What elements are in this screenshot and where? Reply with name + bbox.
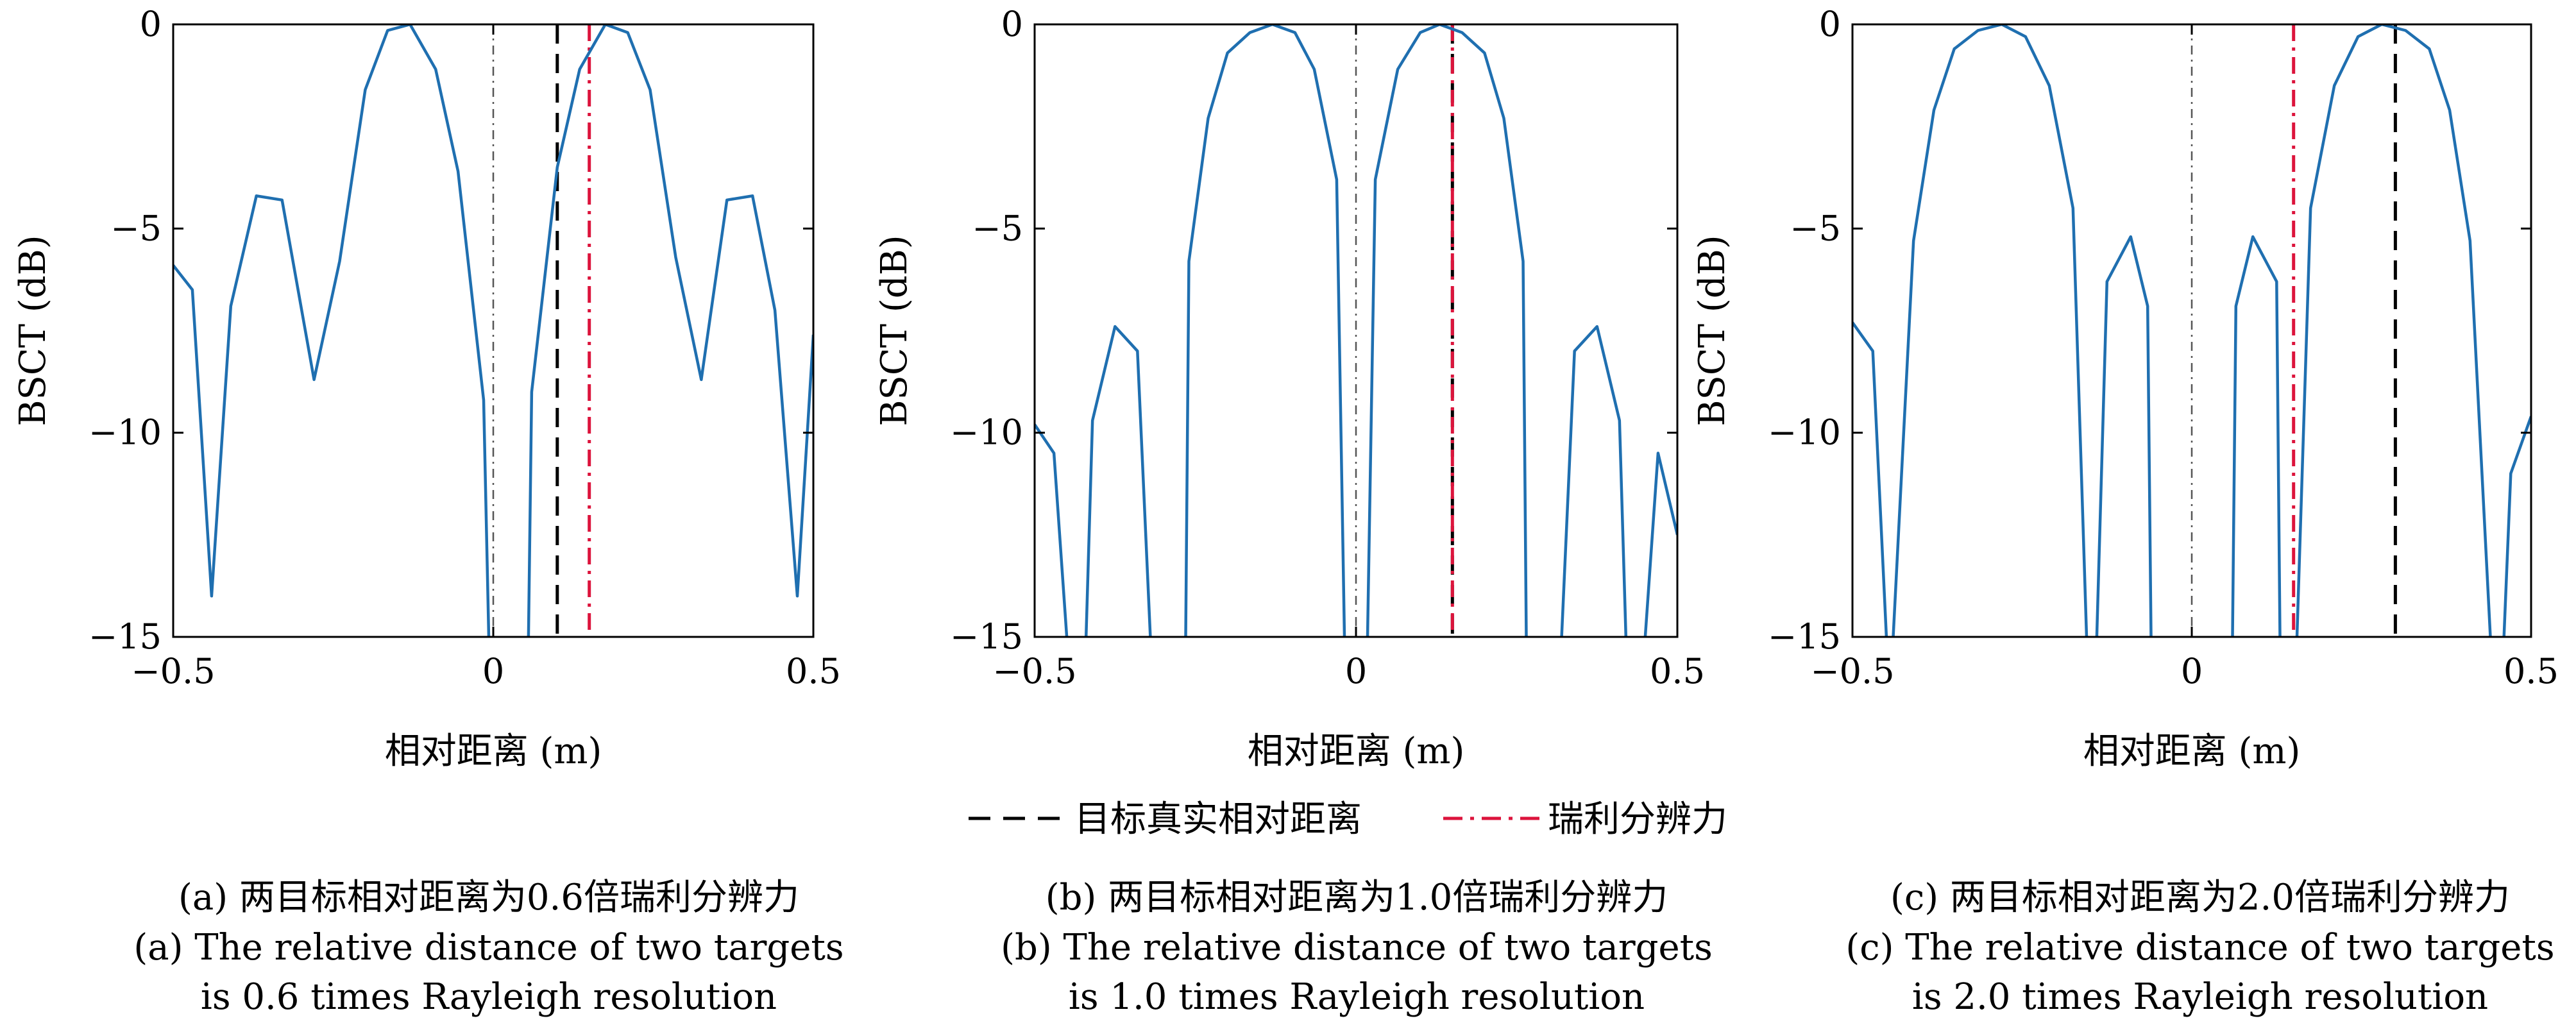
y-tick-label-b: −10 xyxy=(950,412,1023,453)
y-axis-title-a: BSCT (dB) xyxy=(12,235,54,426)
caption-en-1-b: (b) The relative distance of two targets xyxy=(1001,927,1713,968)
chart-panel-a: −0.5 0 0.5 0 −5 −10 −15 相对距离 (m) BSCT (dB) (a) 两目… xyxy=(12,4,844,1018)
series-line-c xyxy=(1852,24,2531,637)
x-tick-label-c: −0.5 xyxy=(1810,651,1894,691)
y-axis-title-b: BSCT (dB) xyxy=(874,235,915,426)
caption-en-2-a: is 0.6 times Rayleigh resolution xyxy=(201,976,777,1018)
caption-cn-c: (c) 两目标相对距离为2.0倍瑞利分辨力 xyxy=(1890,877,2510,918)
y-tick-label-c: −15 xyxy=(1768,616,1841,657)
chart-panel-c: −0.5 0 0.5 0 −5 −10 −15 相对距离 (m) BSCT (dB) (c) 两目… xyxy=(1691,4,2559,1018)
chart-panel-b: −0.5 0 0.5 0 −5 −10 −15 相对距离 (m) BSCT (dB) (b) 两目… xyxy=(874,4,1713,1018)
x-tick-label-b: 0.5 xyxy=(1650,651,1705,691)
series-line-b xyxy=(1035,24,1677,637)
y-tick-label-b: −5 xyxy=(972,208,1023,248)
legend: 目标真实相对距离 瑞利分辨力 xyxy=(969,799,1727,840)
x-axis-title-a: 相对距离 (m) xyxy=(385,731,602,772)
x-tick-label-a: −0.5 xyxy=(131,651,215,691)
series-line-a xyxy=(173,24,813,637)
x-tick-label-c: 0 xyxy=(2181,651,2203,691)
x-tick-label-b: −0.5 xyxy=(992,651,1076,691)
x-tick-label-c: 0.5 xyxy=(2504,651,2559,691)
caption-cn-b: (b) 两目标相对距离为1.0倍瑞利分辨力 xyxy=(1046,877,1668,918)
legend-label-rayleigh: 瑞利分辨力 xyxy=(1548,799,1727,840)
caption-en-1-a: (a) The relative distance of two targets xyxy=(133,927,843,968)
y-tick-label-a: −5 xyxy=(110,208,162,248)
y-tick-label-c: −5 xyxy=(1790,208,1841,248)
caption-cn-a: (a) 两目标相对距离为0.6倍瑞利分辨力 xyxy=(178,877,799,918)
x-tick-label-a: 0 xyxy=(482,651,504,691)
y-axis-title-c: BSCT (dB) xyxy=(1691,235,1733,426)
y-tick-label-c: −10 xyxy=(1768,412,1841,453)
caption-en-1-c: (c) The relative distance of two targets xyxy=(1845,927,2554,968)
y-tick-label-a: 0 xyxy=(140,4,162,44)
y-tick-label-b: 0 xyxy=(1001,4,1023,44)
x-tick-label-b: 0 xyxy=(1345,651,1367,691)
x-axis-title-c: 相对距离 (m) xyxy=(2083,731,2301,772)
x-tick-label-a: 0.5 xyxy=(786,651,841,691)
y-tick-label-a: −10 xyxy=(89,412,162,453)
legend-label-true-distance: 目标真实相对距离 xyxy=(1074,799,1362,840)
y-tick-label-c: 0 xyxy=(1819,4,1841,44)
y-tick-label-a: −15 xyxy=(89,616,162,657)
y-tick-label-b: −15 xyxy=(950,616,1023,657)
x-axis-title-b: 相对距离 (m) xyxy=(1248,731,1465,772)
caption-en-2-c: is 2.0 times Rayleigh resolution xyxy=(1912,976,2488,1018)
caption-en-2-b: is 1.0 times Rayleigh resolution xyxy=(1069,976,1645,1018)
